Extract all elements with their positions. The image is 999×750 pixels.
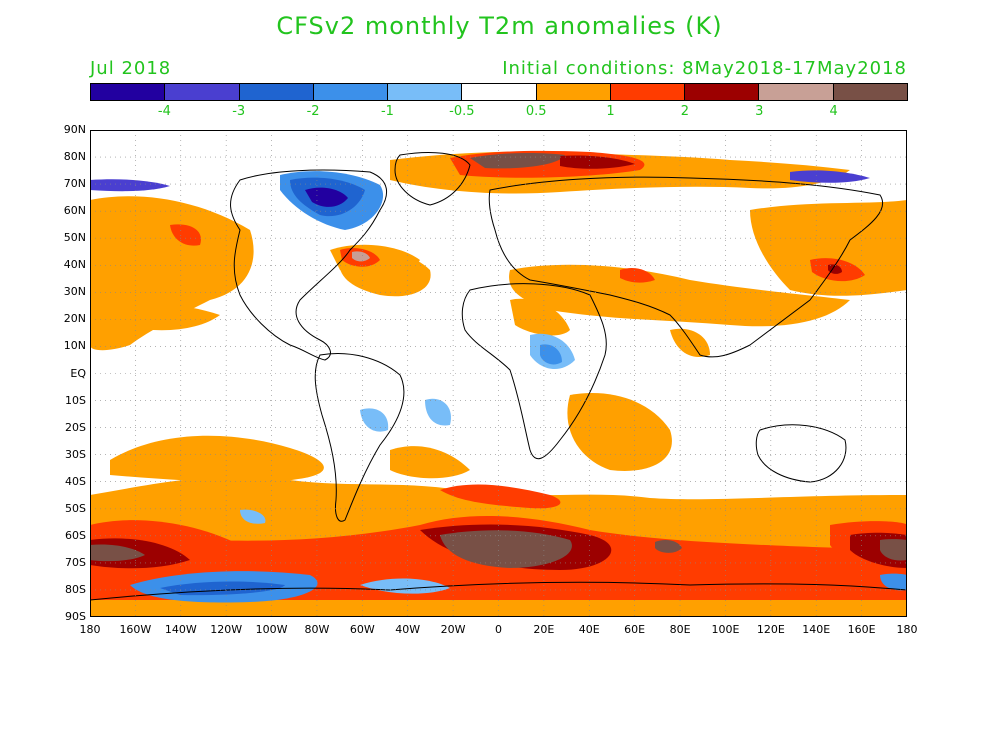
anomaly-region bbox=[440, 530, 572, 568]
latitude-label: 90S bbox=[65, 610, 86, 623]
anomaly-region bbox=[470, 153, 565, 169]
longitude-label: 120W bbox=[210, 623, 243, 636]
longitude-label: 180 bbox=[896, 623, 918, 636]
colorbar bbox=[90, 83, 908, 101]
latitude-label: 40N bbox=[63, 258, 86, 272]
colorbar-segment bbox=[165, 84, 240, 100]
colorbar-label: 4 bbox=[829, 104, 838, 119]
latitude-label: 50N bbox=[63, 231, 86, 245]
anomaly-region bbox=[120, 304, 220, 331]
longitude-label: 60E bbox=[624, 623, 646, 636]
initial-conditions: Initial conditions: 8May2018-17May2018 bbox=[502, 58, 907, 79]
latitude-label: 10N bbox=[63, 339, 86, 353]
colorbar-segment bbox=[239, 84, 314, 100]
longitude-label: 20W bbox=[440, 623, 466, 636]
anomaly-region bbox=[510, 298, 570, 336]
colorbar-label: 2 bbox=[680, 104, 690, 119]
latitude-label: 50S bbox=[65, 501, 86, 515]
forecast-month: Jul 2018 bbox=[90, 58, 172, 79]
latitude-label: 70S bbox=[65, 555, 86, 569]
latitude-label: 40S bbox=[65, 474, 86, 488]
longitude-label: 40E bbox=[578, 623, 600, 636]
colorbar-segment bbox=[833, 84, 907, 100]
chart-title: CFSv2 monthly T2m anomalies (K) bbox=[276, 12, 723, 40]
longitude-label: 180 bbox=[79, 623, 101, 636]
grid-lines bbox=[90, 130, 907, 617]
colorbar-segment bbox=[462, 84, 537, 100]
anomaly-region bbox=[110, 435, 324, 483]
longitude-label: 100E bbox=[711, 623, 740, 636]
latitude-label: 20S bbox=[65, 420, 86, 434]
latitude-label: 80N bbox=[63, 150, 86, 164]
longitude-label: 160E bbox=[847, 623, 876, 636]
colorbar-label: -2 bbox=[306, 104, 320, 119]
colorbar-label: -1 bbox=[380, 104, 394, 119]
colorbar-segment bbox=[759, 84, 834, 100]
colorbar-segment bbox=[610, 84, 686, 100]
map-frame bbox=[90, 130, 907, 617]
longitude-label: 80W bbox=[304, 623, 330, 636]
longitude-label: 60W bbox=[349, 623, 375, 636]
latitude-label: 60S bbox=[65, 528, 86, 542]
colorbar-segment bbox=[313, 84, 389, 100]
latitude-label: 30S bbox=[65, 447, 86, 461]
longitude-label: 40W bbox=[395, 623, 421, 636]
longitude-label: 140W bbox=[164, 623, 197, 636]
anomaly-map bbox=[90, 130, 907, 617]
anomaly-region bbox=[425, 398, 451, 426]
anomaly-region bbox=[880, 573, 907, 591]
colorbar-label: 3 bbox=[755, 104, 764, 119]
anomaly-region bbox=[240, 509, 266, 524]
longitude-label: 20E bbox=[533, 623, 555, 636]
longitude-label: 160W bbox=[119, 623, 152, 636]
anomaly-region bbox=[90, 179, 170, 192]
colorbar-label: -0.5 bbox=[449, 104, 475, 119]
anomaly-region bbox=[170, 224, 201, 246]
anomaly-region bbox=[90, 544, 145, 562]
colorbar-segment bbox=[388, 84, 463, 100]
anomaly-region bbox=[880, 539, 907, 561]
anomaly-region bbox=[567, 393, 672, 471]
anomaly-region bbox=[352, 251, 370, 262]
colorbar-label: 1 bbox=[606, 104, 615, 119]
anomaly-region bbox=[540, 344, 562, 365]
latitude-label: 10S bbox=[65, 393, 86, 407]
anomaly-region bbox=[790, 170, 870, 183]
anomaly-region bbox=[390, 446, 470, 479]
latitude-label: 70N bbox=[63, 177, 86, 191]
latitude-label: 30N bbox=[63, 285, 86, 299]
latitude-label: 20N bbox=[63, 312, 86, 326]
longitude-label: 140E bbox=[802, 623, 831, 636]
anomaly-region bbox=[360, 408, 389, 432]
longitude-label: 120E bbox=[756, 623, 785, 636]
anomaly-region bbox=[440, 484, 561, 509]
latitude-label: 90N bbox=[63, 123, 86, 136]
longitude-label: 0 bbox=[495, 623, 502, 636]
colorbar-label: 0.5 bbox=[525, 104, 547, 119]
colorbar-segment bbox=[536, 84, 611, 100]
colorbar-segment bbox=[91, 84, 166, 100]
colorbar-label: -3 bbox=[232, 104, 246, 119]
anomaly-region bbox=[509, 264, 850, 327]
anomaly-region bbox=[655, 540, 682, 553]
longitude-label: 80E bbox=[669, 623, 691, 636]
anomaly-region bbox=[560, 155, 635, 169]
latitude-label: 60N bbox=[63, 204, 86, 218]
colorbar-label: -4 bbox=[157, 104, 171, 119]
colorbar-segment bbox=[685, 84, 760, 100]
latitude-label: 80S bbox=[65, 582, 86, 596]
longitude-label: 100W bbox=[255, 623, 288, 636]
coastlines bbox=[90, 151, 907, 601]
anomaly-region bbox=[305, 187, 348, 207]
anomaly-region bbox=[828, 264, 842, 274]
anomaly-region bbox=[620, 268, 655, 283]
latitude-label: EQ bbox=[70, 366, 86, 380]
anomaly-region bbox=[750, 200, 907, 296]
